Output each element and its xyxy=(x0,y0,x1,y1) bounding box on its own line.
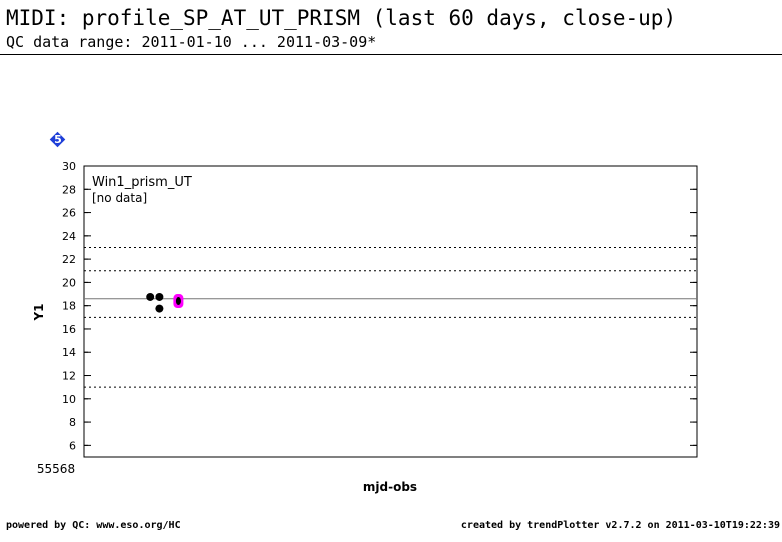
y-axis-label: Y1 xyxy=(32,303,46,321)
y-tick-label: 20 xyxy=(62,276,76,289)
y-tick-label: 18 xyxy=(62,300,76,313)
y-tick-label: 12 xyxy=(62,370,76,383)
panel-label: Win1_prism_UT xyxy=(92,175,192,190)
y-tick-label: 10 xyxy=(62,393,76,406)
y-tick-label: 14 xyxy=(62,346,76,359)
plot-frame xyxy=(83,165,698,458)
panel-number: 5 xyxy=(54,133,62,146)
x-tick-label: 55568 xyxy=(37,462,75,476)
chart-subtitle: QC data range: 2011-01-10 ... 2011-03-09… xyxy=(6,33,377,51)
y-tick-label: 24 xyxy=(62,230,76,243)
y-tick-label: 30 xyxy=(62,160,76,173)
y-tick-label: 8 xyxy=(69,416,76,429)
data-point xyxy=(155,292,164,301)
x-axis-label: mjd-obs xyxy=(363,480,417,494)
y-tick-label: 28 xyxy=(62,183,76,196)
y-tick-label: 6 xyxy=(69,439,76,452)
y-tick-label: 26 xyxy=(62,207,76,220)
chart-title: MIDI: profile_SP_AT_UT_PRISM (last 60 da… xyxy=(6,6,677,30)
data-point xyxy=(146,292,155,301)
y-tick-label: 16 xyxy=(62,323,76,336)
panel-note: [no data] xyxy=(92,191,147,205)
data-point xyxy=(155,304,164,313)
panel-number-badge[interactable]: 5 xyxy=(49,131,66,148)
header-divider xyxy=(0,54,782,55)
footer-created-by: created by trendPlotter v2.7.2 on 2011-0… xyxy=(460,520,780,531)
footer-powered-by: powered by QC: www.eso.org/HC xyxy=(6,520,181,531)
y-tick-label: 22 xyxy=(62,253,76,266)
data-point-latest xyxy=(175,297,181,306)
